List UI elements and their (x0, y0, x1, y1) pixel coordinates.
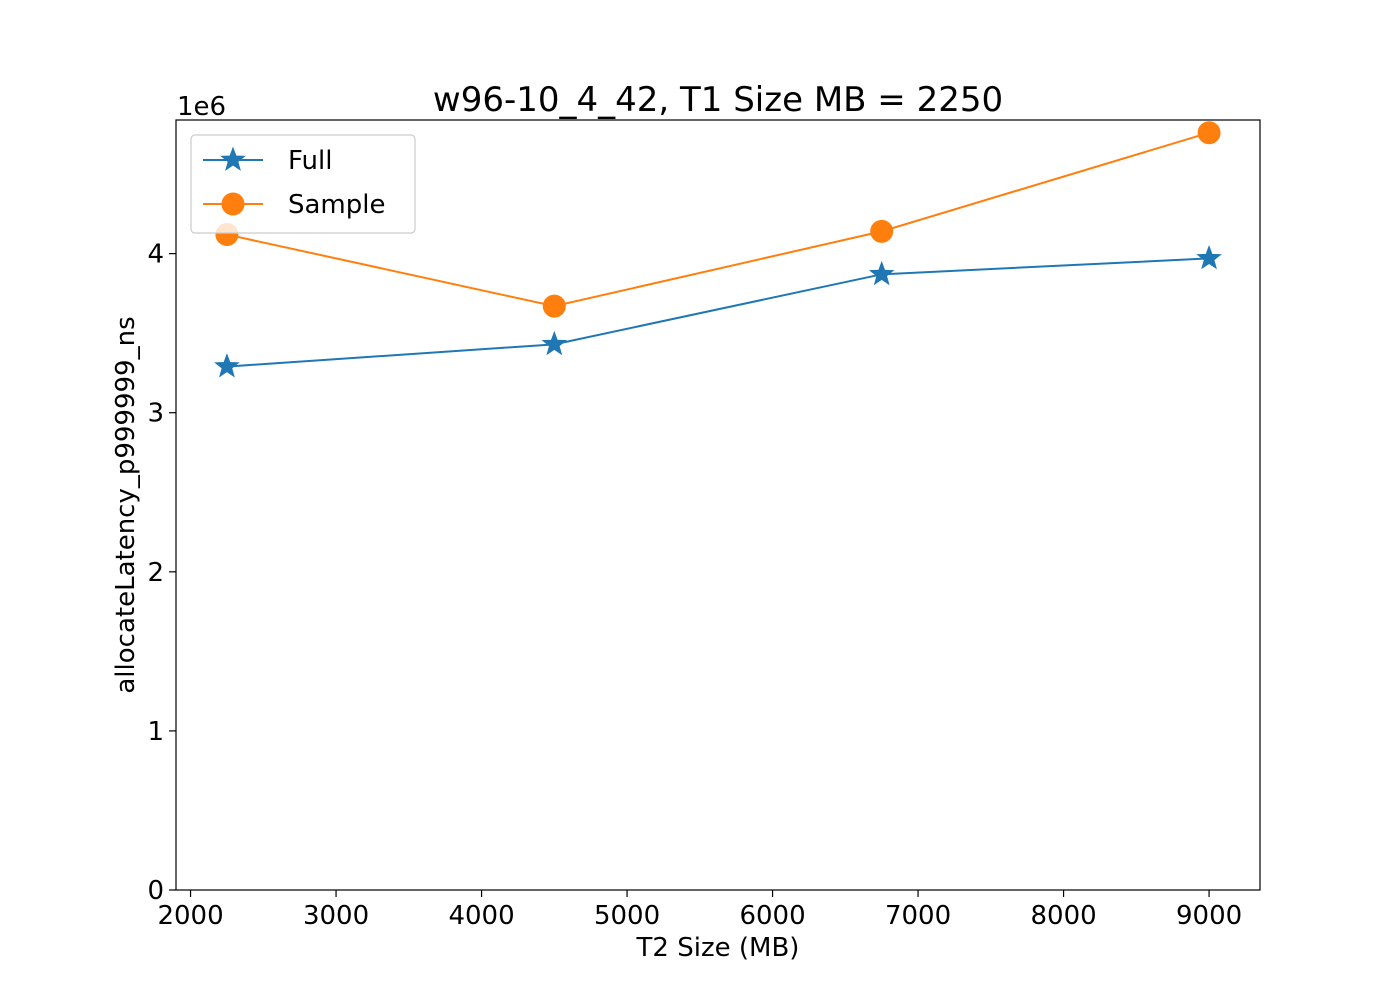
x-tick-label: 6000 (739, 901, 805, 931)
series-line-sample (226, 131, 1210, 308)
data-point-sample (1197, 121, 1221, 145)
y-tick-label: 0 (147, 876, 164, 906)
chart-title: w96-10_4_42, T1 Size MB = 2250 (433, 80, 1003, 120)
legend-marker-full (220, 146, 246, 171)
legend-marker-sample (221, 192, 245, 216)
legend-label-full: Full (288, 146, 332, 176)
x-tick-label: 8000 (1030, 901, 1096, 931)
data-point-sample (870, 219, 894, 243)
data-point-full (1196, 244, 1222, 270)
legend-entry-sample: Sample (203, 190, 386, 220)
y-axis-offset-label: 1e6 (177, 92, 226, 122)
x-tick-label: 5000 (594, 901, 660, 931)
data-point-full (214, 353, 240, 378)
tick-layer: 2000 3000 4000 5000 6000 7000 8000 9000 0 1 2 3 4 (147, 240, 1242, 931)
x-tick-label: 3000 (303, 901, 369, 931)
y-tick-label: 1 (147, 717, 164, 747)
plot-area-frame (175, 119, 1261, 891)
legend-label-sample: Sample (288, 190, 386, 220)
series-line-full (226, 257, 1210, 368)
legend-entries: Full Sample (203, 146, 386, 220)
y-tick-label: 3 (147, 399, 164, 429)
x-tick-label: 7000 (885, 901, 951, 931)
data-point-sample (542, 294, 566, 318)
y-tick-label: 4 (147, 240, 164, 270)
x-tick-label: 2000 (157, 901, 223, 931)
legend: Full Sample (190, 134, 416, 234)
data-point-full (868, 260, 895, 286)
x-tick-label: 4000 (448, 901, 514, 931)
x-tick-label: 9000 (1176, 901, 1242, 931)
x-axis-label: T2 Size (MB) (636, 933, 800, 963)
y-axis-label: allocateLatency_p999999_ns (111, 316, 141, 693)
series-full (214, 244, 1222, 378)
legend-entry-full: Full (203, 146, 332, 176)
data-point-full (541, 330, 568, 356)
y-tick-label: 2 (147, 558, 164, 588)
